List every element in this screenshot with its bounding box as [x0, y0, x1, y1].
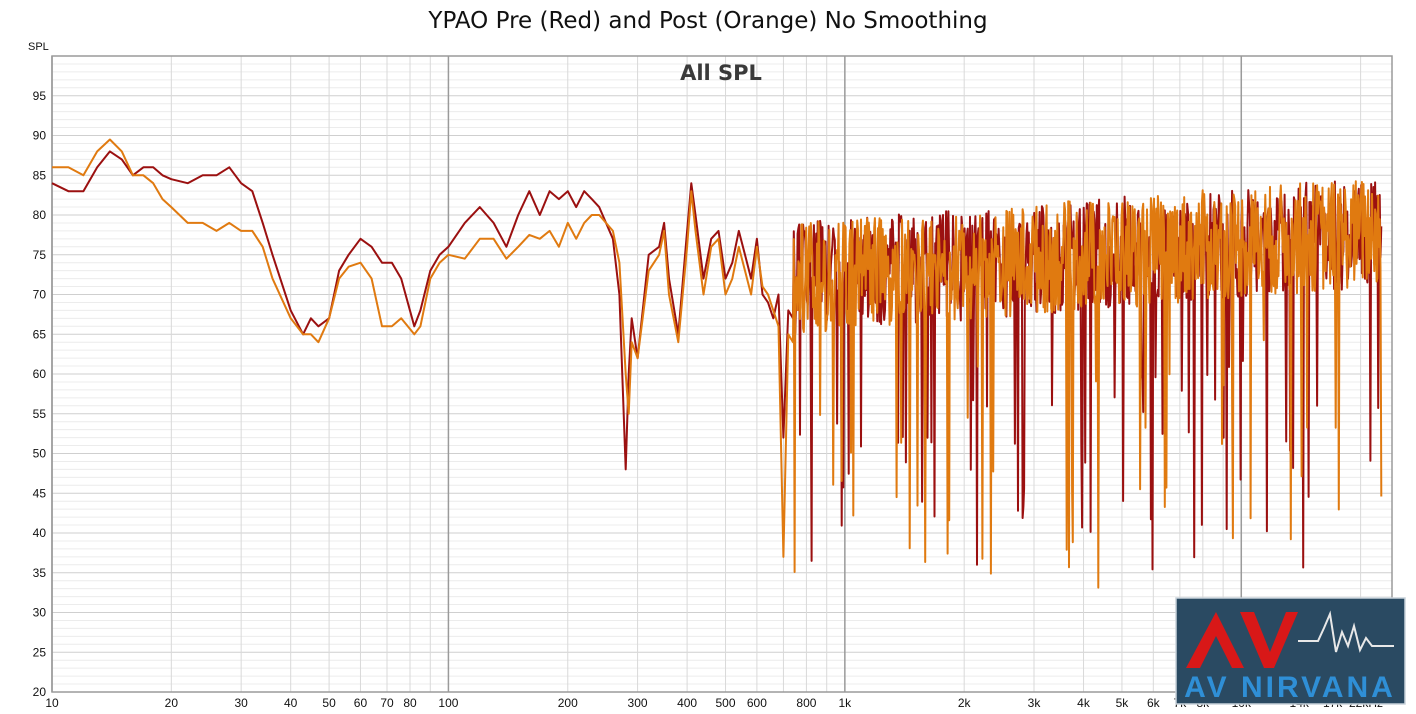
- x-tick-label: 70: [380, 696, 394, 710]
- y-tick-label: 20: [33, 685, 47, 699]
- y-tick-label: 30: [33, 606, 47, 620]
- series-lines: [51, 138, 1383, 589]
- y-tick-label: 65: [33, 327, 47, 341]
- x-tick-label: 60: [354, 696, 368, 710]
- grid-lines: [51, 55, 1392, 693]
- y-tick-label: 60: [33, 367, 47, 381]
- y-tick-label: 25: [33, 645, 47, 659]
- series-line-post: [52, 138, 1383, 589]
- y-tick-label: 90: [33, 129, 47, 143]
- x-tick-label: 80: [403, 696, 417, 710]
- x-tick-label: 200: [558, 696, 578, 710]
- x-tick-label: 40: [284, 696, 298, 710]
- y-tick-label: 70: [33, 288, 47, 302]
- y-tick-labels: 20 25 30 35 40 45 50 55 60 65 70 75 80 85 90 95: [33, 89, 47, 699]
- y-axis-label: SPL: [28, 41, 49, 53]
- x-tick-label: 6k: [1147, 696, 1161, 710]
- logo-text: AV NIRVANA: [1184, 671, 1396, 704]
- x-tick-label: 30: [234, 696, 248, 710]
- x-tick-label: 10: [45, 696, 59, 710]
- y-tick-label: 50: [33, 447, 47, 461]
- x-tick-label: 500: [715, 696, 735, 710]
- x-tick-label: 20: [165, 696, 179, 710]
- x-tick-label: 400: [677, 696, 697, 710]
- x-tick-label: 2k: [958, 696, 972, 710]
- av-nirvana-logo: AV NIRVANA: [1175, 597, 1406, 705]
- x-tick-label: 300: [628, 696, 648, 710]
- x-tick-label: 5k: [1116, 696, 1130, 710]
- y-tick-label: 85: [33, 168, 47, 182]
- y-tick-label: 80: [33, 208, 47, 222]
- x-tick-label: 50: [322, 696, 336, 710]
- chart-subtitle: All SPL: [680, 61, 762, 85]
- y-tick-label: 75: [33, 248, 47, 262]
- x-tick-label: 1k: [839, 696, 853, 710]
- y-tick-label: 45: [33, 486, 47, 500]
- chart-title: YPAO Pre (Red) and Post (Orange) No Smoo…: [427, 8, 987, 34]
- x-tick-label: 100: [438, 696, 458, 710]
- plot-frame: [51, 55, 1393, 693]
- y-tick-label: 55: [33, 407, 47, 421]
- x-tick-label: 800: [796, 696, 816, 710]
- x-tick-label: 600: [747, 696, 767, 710]
- x-tick-label: 4k: [1077, 696, 1091, 710]
- y-tick-label: 35: [33, 566, 47, 580]
- y-tick-label: 40: [33, 526, 47, 540]
- y-tick-label: 95: [33, 89, 47, 103]
- x-tick-label: 3k: [1028, 696, 1042, 710]
